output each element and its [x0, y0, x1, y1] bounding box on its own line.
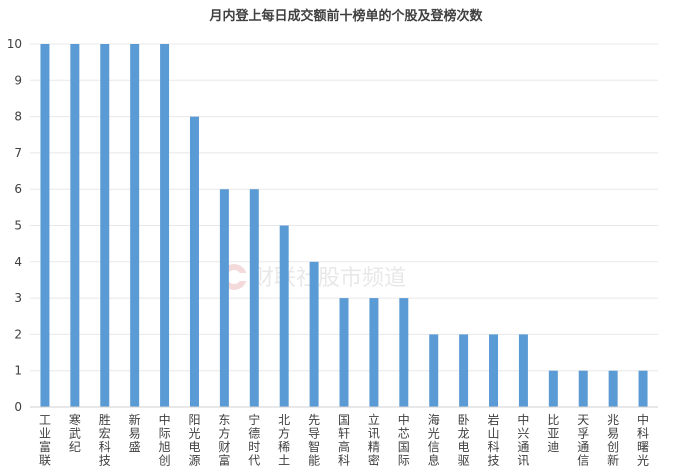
x-tick-label: 岩山科技	[488, 412, 500, 468]
y-tick-label: 9	[14, 73, 22, 87]
x-tick-label: 阳光电源	[188, 413, 200, 468]
y-tick-label: 1	[14, 364, 22, 378]
x-tick-label: 兆易创新	[607, 413, 619, 468]
x-tick-label: 新易盛	[129, 412, 141, 454]
y-tick-label: 4	[14, 255, 22, 269]
x-tick-label: 中兴通讯	[517, 412, 529, 468]
x-tick-label: 中际旭创	[159, 412, 171, 468]
x-tick-label: 卧龙电驱	[458, 413, 470, 468]
bar-13	[429, 334, 439, 407]
y-tick-label: 2	[14, 327, 22, 341]
y-tick-label: 7	[14, 146, 22, 160]
x-tick-label: 寒武纪	[69, 412, 81, 454]
x-tick-label: 先导智能	[308, 413, 320, 468]
y-tick-label: 3	[14, 291, 22, 305]
x-tick-label: 海光信息	[428, 412, 440, 468]
bar-11	[369, 298, 379, 407]
bar-14	[459, 334, 469, 407]
bar-10	[339, 298, 349, 407]
bar-9	[309, 261, 319, 407]
x-tick-label: 国轩高科	[338, 413, 350, 468]
x-tick-label: 东方财富	[218, 413, 230, 468]
y-tick-label: 6	[14, 182, 22, 196]
bar-7	[249, 189, 259, 407]
x-tick-label: 天孚通信	[577, 413, 589, 468]
bar-17	[548, 370, 558, 407]
bar-1	[70, 44, 80, 407]
y-axis-ticks: 0 1 2 3 4 5 6 7 8 9 10	[7, 37, 22, 414]
bar-5	[189, 116, 199, 407]
bar-19	[608, 370, 618, 407]
x-axis-ticks: 工业富联 寒武纪 胜宏科技 新易盛 中际旭创 阳光电源 东方财富 宁德时代 北方稀土 先导智能 国轩…	[39, 412, 649, 468]
bars	[40, 44, 648, 407]
chart-title: 月内登上每日成交额前十榜单的个股及登榜次数	[208, 8, 483, 24]
x-tick-label: 胜宏科技	[99, 412, 111, 468]
y-tick-label: 10	[7, 37, 22, 51]
bar-4	[160, 44, 170, 407]
bar-6	[219, 189, 229, 407]
bar-20	[638, 370, 648, 407]
bar-8	[279, 225, 289, 407]
bar-12	[399, 298, 409, 407]
y-tick-label: 5	[14, 219, 22, 233]
x-tick-label: 工业富联	[39, 413, 51, 468]
x-tick-label: 中芯国际	[398, 412, 410, 468]
bar-0	[40, 44, 50, 407]
bar-3	[130, 44, 140, 407]
bar-2	[100, 44, 110, 407]
bar-15	[489, 334, 499, 407]
watermark-text: 财联社股市频道	[252, 266, 406, 291]
x-tick-label: 宁德时代	[248, 412, 260, 468]
bar-16	[518, 334, 528, 407]
x-tick-label: 立讯精密	[368, 412, 380, 468]
x-tick-label: 中科曙光	[637, 412, 649, 468]
bar-18	[578, 370, 588, 407]
y-tick-label: 0	[14, 400, 22, 414]
y-tick-label: 8	[14, 110, 22, 124]
x-tick-label: 北方稀土	[278, 413, 290, 468]
x-tick-label: 比亚迪	[547, 413, 559, 454]
